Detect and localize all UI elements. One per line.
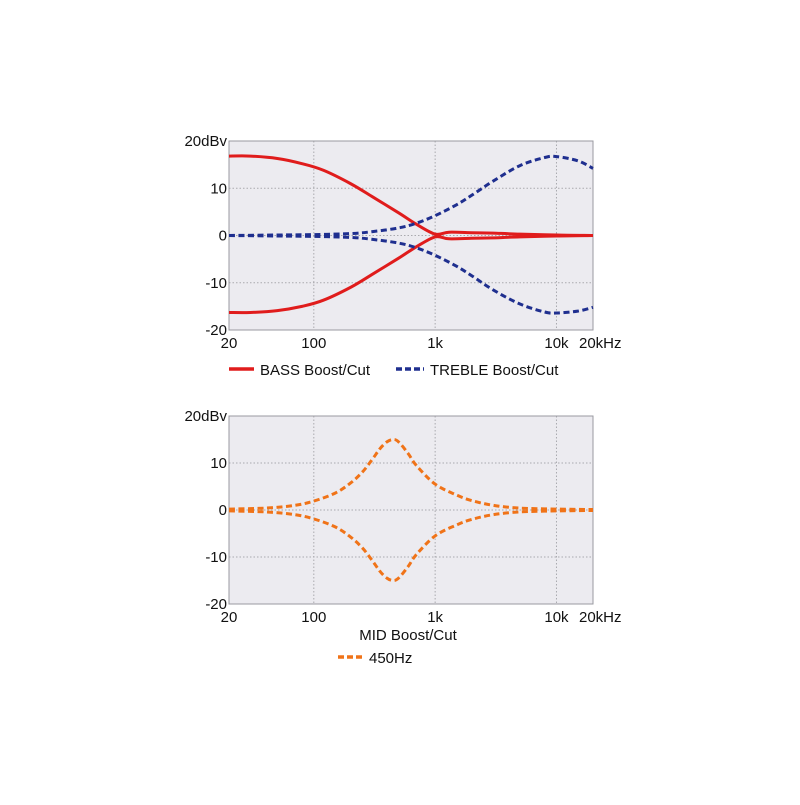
x-tick-label: 20 bbox=[221, 609, 238, 626]
x-tick-label: 20kHz bbox=[579, 335, 622, 352]
y-tick-label: 20dBv bbox=[184, 408, 227, 425]
legend-label-mid: 450Hz bbox=[369, 650, 412, 667]
plot-frame bbox=[228, 415, 594, 605]
x-tick-label: 1k bbox=[427, 609, 443, 626]
series-line-1-0 bbox=[228, 437, 594, 511]
x-tick-label: 20kHz bbox=[579, 609, 622, 626]
y-tick-label: 10 bbox=[210, 180, 227, 197]
legend-label-bass: BASS Boost/Cut bbox=[260, 362, 371, 379]
x-tick-label: 100 bbox=[301, 335, 326, 352]
x-tick-label: 1k bbox=[427, 335, 443, 352]
x-tick-label: 10k bbox=[544, 335, 569, 352]
y-tick-label: -20 bbox=[205, 596, 227, 613]
series-line-1-1 bbox=[228, 509, 594, 583]
y-tick-label: 10 bbox=[210, 455, 227, 472]
y-tick-label: 0 bbox=[219, 502, 227, 519]
series-line-0-3 bbox=[228, 234, 594, 315]
y-tick-label: -20 bbox=[205, 322, 227, 339]
y-tick-label: -10 bbox=[205, 549, 227, 566]
series-line-0-2 bbox=[228, 154, 594, 237]
x-tick-label: 100 bbox=[301, 609, 326, 626]
mid-title: MID Boost/Cut bbox=[359, 627, 457, 644]
x-tick-label: 20 bbox=[221, 335, 238, 352]
x-tick-label: 10k bbox=[544, 609, 569, 626]
series-line-0-0 bbox=[228, 154, 594, 237]
legend-label-treble: TREBLE Boost/Cut bbox=[430, 362, 559, 379]
mid-legend: 450Hz bbox=[338, 650, 412, 667]
y-tick-label: 0 bbox=[219, 228, 227, 245]
series-line-0-1 bbox=[228, 234, 594, 315]
y-tick-label: 20dBv bbox=[184, 133, 227, 150]
bass-treble-legend: BASS Boost/Cut TREBLE Boost/Cut bbox=[229, 362, 559, 379]
y-tick-label: -10 bbox=[205, 275, 227, 292]
